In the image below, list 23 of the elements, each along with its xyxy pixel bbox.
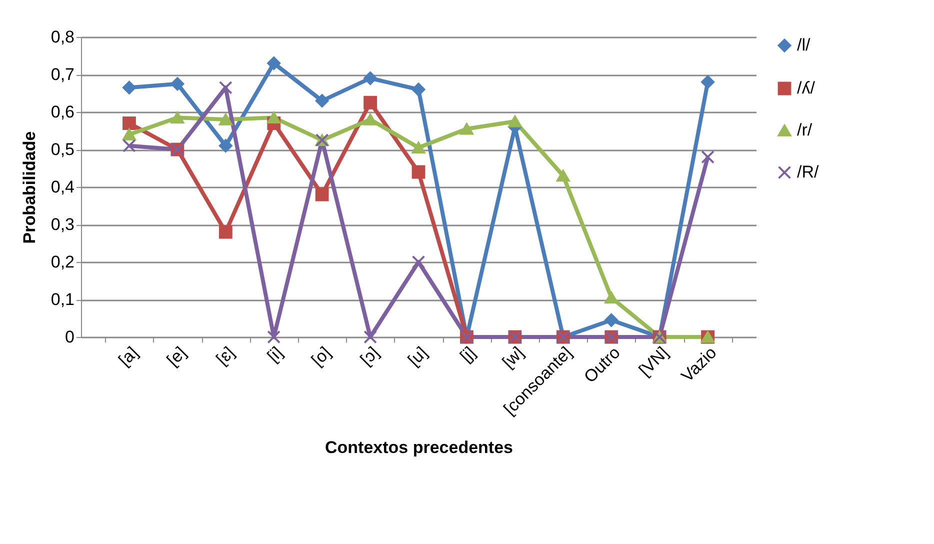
x-tick-label: [i] xyxy=(264,343,286,366)
legend-label: /ʎ/ xyxy=(797,78,816,98)
y-tick-label: 0,5 xyxy=(50,140,74,159)
x-axis-title: Contextos precedentes xyxy=(325,438,513,457)
y-axis-title: Probabilidade xyxy=(20,131,39,244)
x-tick-label: [o] xyxy=(308,343,335,370)
x-tick-label: [u] xyxy=(404,343,432,370)
legend-label: /l/ xyxy=(797,36,810,54)
legend-label: /r/ xyxy=(797,120,812,140)
legend-label: /R/ xyxy=(797,162,819,182)
y-tick-label: 0,4 xyxy=(50,178,74,196)
y-tick-label: 0 xyxy=(65,328,74,346)
y-tick-label: 0,7 xyxy=(50,65,74,84)
y-tick-label: 0,8 xyxy=(50,28,74,46)
y-tick-label: 0,2 xyxy=(50,252,74,272)
x-tick-label: [ɔ] xyxy=(356,343,383,370)
x-tick-label: [j] xyxy=(456,343,480,366)
x-tick-label: [a] xyxy=(114,343,142,370)
x-tick-label: [e] xyxy=(163,343,190,370)
x-tick-label: [ɛ] xyxy=(212,343,238,369)
y-tick-label: 0,3 xyxy=(50,215,74,234)
y-tick-label: 0,6 xyxy=(50,102,74,122)
y-tick-label: 0,1 xyxy=(50,290,74,309)
